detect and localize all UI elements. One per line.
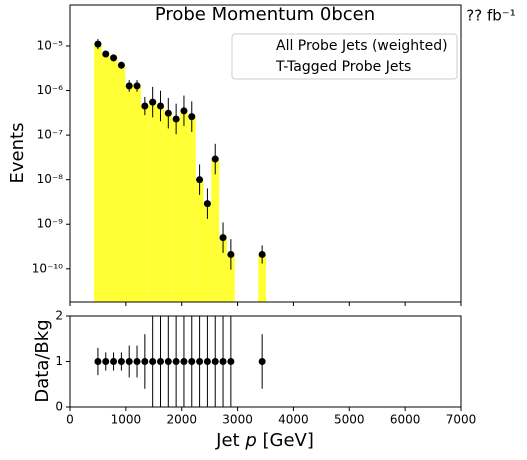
axes-frame	[69, 4, 462, 303]
data-point	[180, 107, 188, 115]
data-point	[94, 40, 102, 48]
data-point	[133, 82, 141, 90]
data-point	[164, 109, 172, 117]
data-point	[102, 50, 110, 58]
data-point	[117, 61, 125, 69]
x-label-part: [GeV]	[257, 430, 314, 451]
y-tick-label: 10⁻⁹	[37, 217, 64, 231]
x-label-part: Jet	[215, 430, 245, 451]
hist-bar	[94, 44, 102, 302]
ratio-point	[172, 358, 180, 365]
hist-bar	[101, 54, 110, 302]
ratio-point	[227, 358, 235, 365]
data-point	[219, 234, 227, 242]
hist-bar	[226, 254, 235, 302]
x-tick-label: 3000	[222, 413, 253, 427]
x-label-part: p	[244, 430, 256, 451]
data-point	[149, 98, 157, 106]
legend-label: All Probe Jets (weighted)	[276, 38, 448, 54]
hist-bar	[195, 179, 204, 302]
x-tick-label: 4000	[278, 413, 309, 427]
hist-bar	[109, 57, 118, 303]
y-tick-label: 10⁻⁸	[37, 172, 64, 186]
x-tick-label: 7000	[446, 413, 477, 427]
hist-bar	[203, 203, 212, 302]
data-point	[156, 102, 164, 110]
hist-bar	[219, 237, 227, 302]
x-tick-label: 5000	[334, 413, 365, 427]
data-point	[196, 176, 204, 184]
x-tick-label: 6000	[390, 413, 421, 427]
ratio-point	[258, 358, 266, 365]
data-point	[110, 54, 118, 62]
ratio-point	[117, 358, 125, 365]
ratio-y-tick-label: 2	[55, 309, 63, 323]
ratio-point	[180, 358, 188, 365]
data-point	[172, 115, 180, 123]
y-tick-label: 10⁻⁵	[37, 38, 64, 52]
ratio-point	[211, 358, 219, 365]
data-point	[203, 200, 211, 208]
ratio-point	[164, 358, 172, 365]
ratio-y-tick-label: 0	[55, 400, 63, 414]
hist-bar	[172, 118, 181, 302]
hist-bar	[117, 65, 126, 302]
annotation: ?? fb⁻¹	[466, 7, 515, 25]
ratio-y-axis-label: Data/Bkg	[32, 319, 53, 402]
hist-bar	[125, 85, 134, 302]
ratio-point	[125, 358, 133, 365]
y-tick-label: 10⁻¹⁰	[32, 261, 63, 275]
hist-bar	[258, 254, 267, 302]
x-tick-label: 0	[66, 413, 74, 427]
hist-bar	[140, 105, 149, 303]
data-point	[141, 102, 149, 110]
ratio-point	[203, 358, 211, 365]
ratio-point	[133, 358, 141, 365]
ratio-point	[141, 358, 149, 365]
chart-title: Probe Momentum 0bcen	[155, 4, 375, 25]
data-point	[211, 155, 219, 163]
hist-bar	[156, 105, 165, 303]
legend-box	[231, 33, 458, 80]
data-point	[258, 250, 266, 258]
hist-bar	[180, 110, 188, 302]
x-tick-label: 2000	[166, 413, 197, 427]
ratio-point	[156, 358, 164, 365]
y-tick-label: 10⁻⁷	[37, 128, 64, 142]
ratio-point	[94, 358, 102, 365]
legend-label: T-Tagged Probe Jets	[275, 59, 411, 75]
x-axis-label: Jet p [GeV]	[215, 430, 314, 451]
ratio-point	[188, 358, 196, 365]
hist-bar	[148, 102, 157, 302]
ratio-point	[102, 358, 110, 365]
ratio-point	[196, 358, 204, 365]
y-axis-label: Events	[7, 123, 28, 184]
data-point	[188, 113, 196, 121]
ratio-y-tick-label: 1	[55, 354, 63, 368]
hist-bar	[187, 116, 196, 302]
hist-bar	[133, 85, 141, 302]
ratio-point	[219, 358, 227, 365]
ratio-point	[149, 358, 157, 365]
ratio-point	[110, 358, 118, 365]
hist-bar	[164, 113, 173, 302]
data-point	[227, 250, 235, 258]
data-point	[125, 82, 133, 90]
hist-bar	[211, 159, 220, 302]
x-tick-label: 1000	[111, 413, 142, 427]
y-tick-label: 10⁻⁶	[37, 83, 64, 97]
